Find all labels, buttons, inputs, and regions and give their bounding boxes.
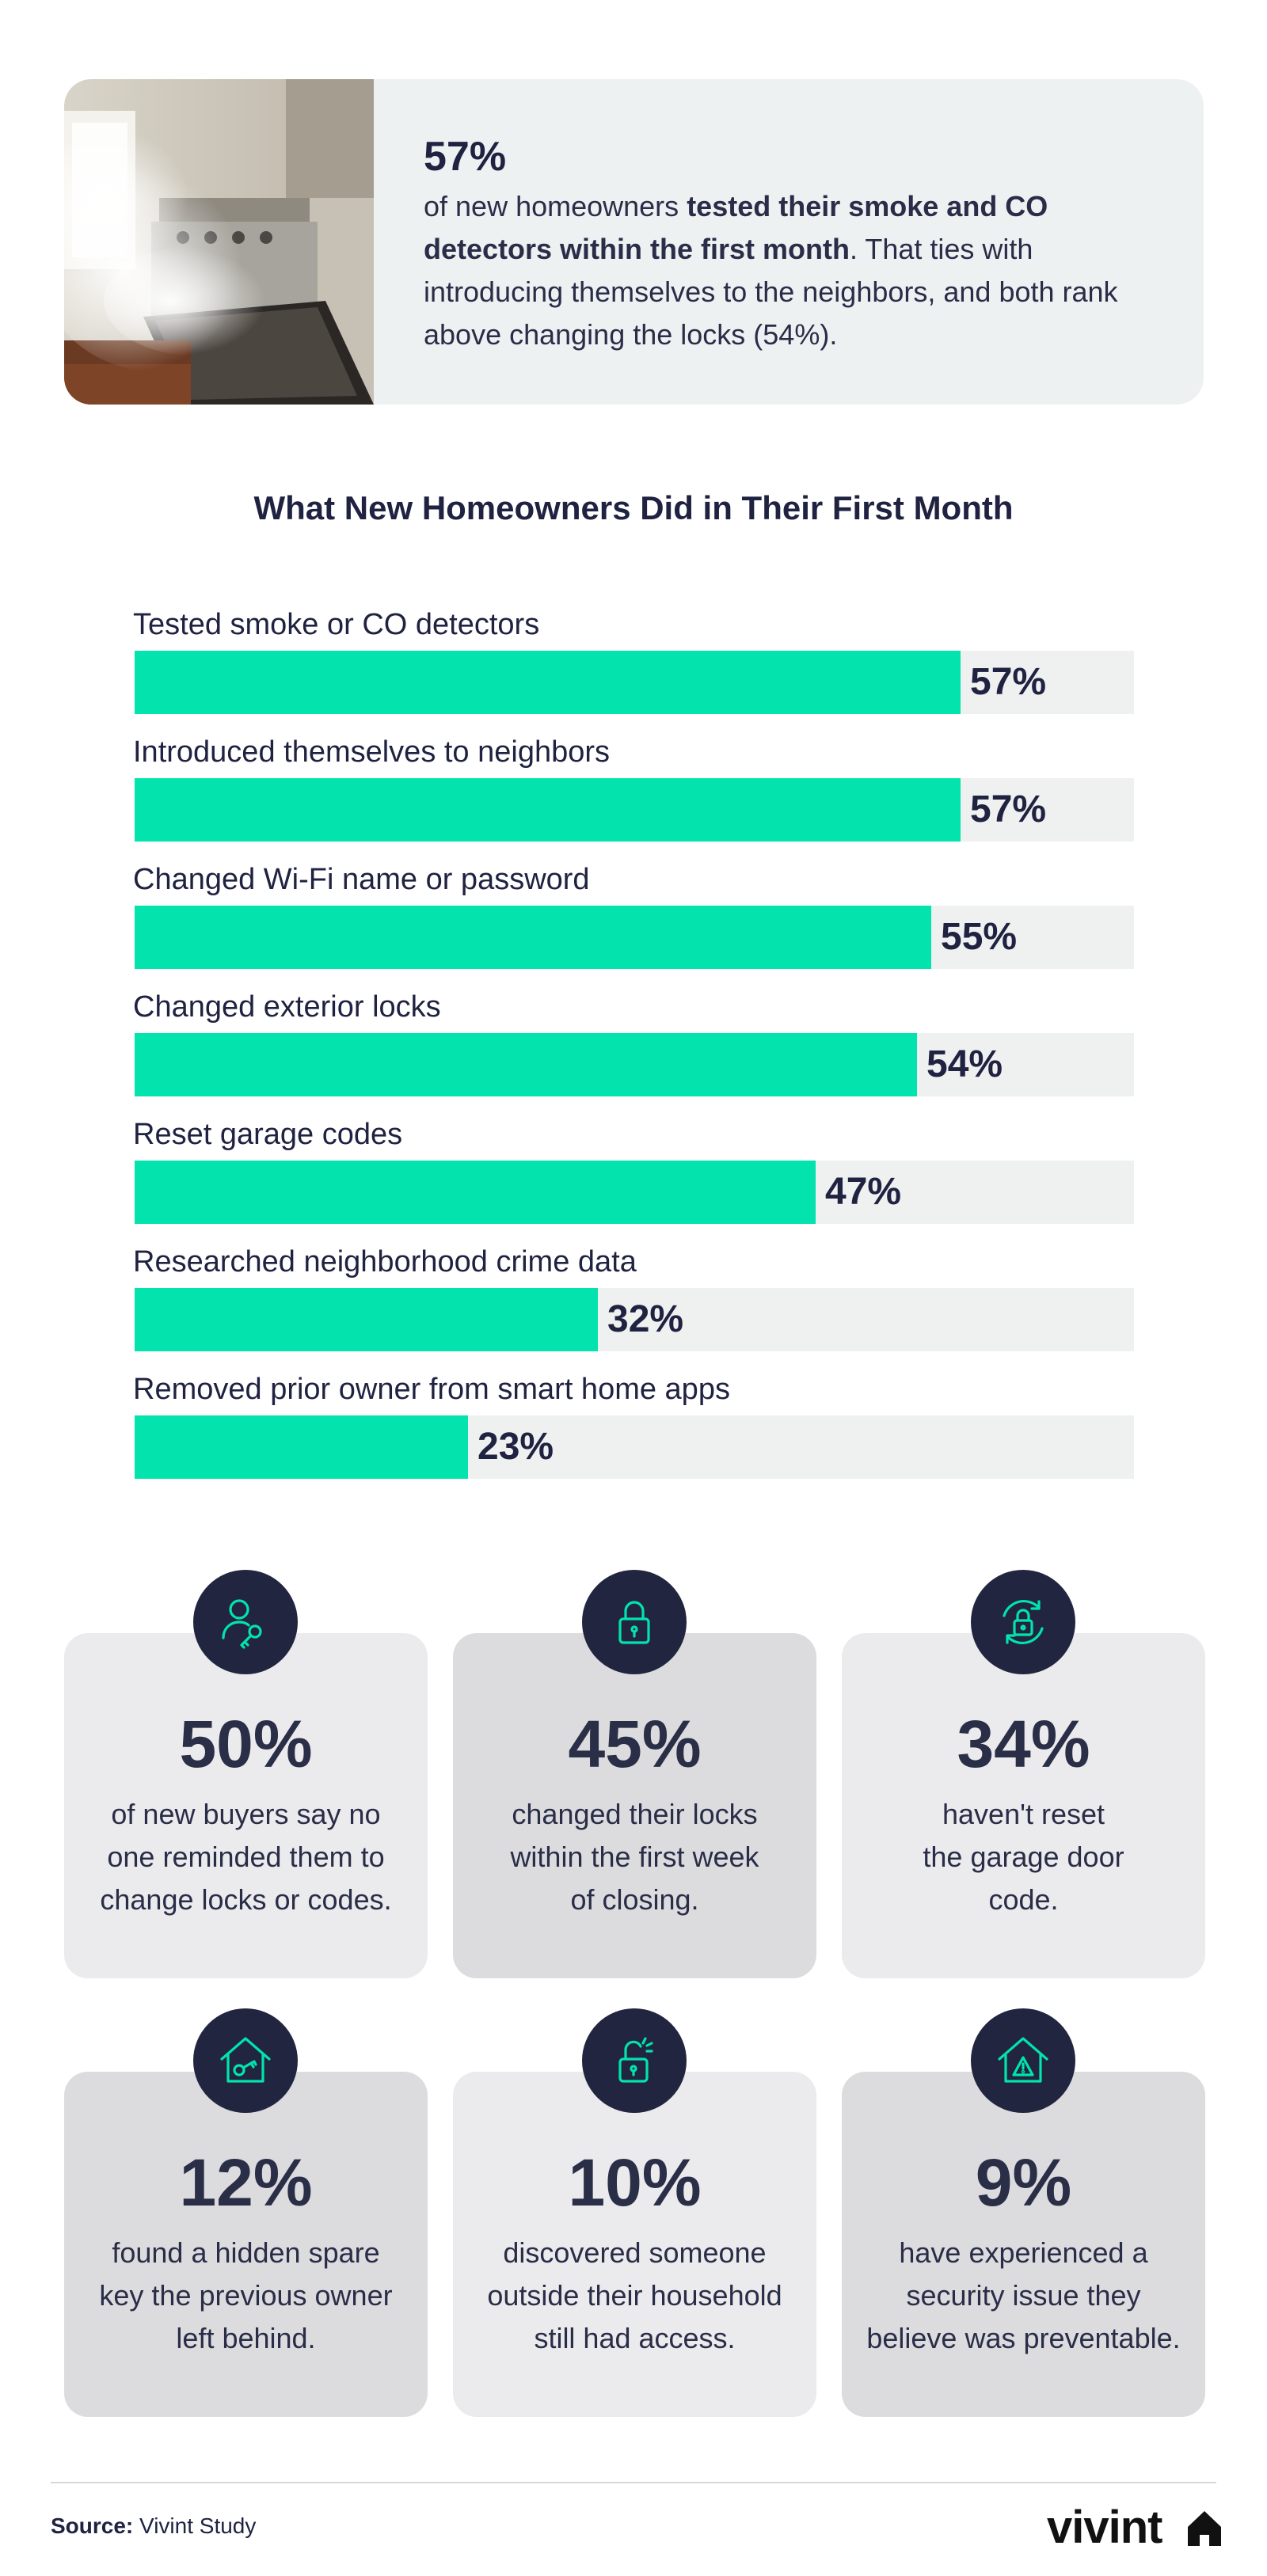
stat-description-line: haven't reset bbox=[942, 1798, 1105, 1830]
stat-description-line: left behind. bbox=[176, 2322, 316, 2354]
stat-card: 12% found a hidden spare key the previous … bbox=[64, 2072, 428, 2417]
stat-description-line: one reminded them to bbox=[107, 1841, 385, 1873]
bar bbox=[135, 651, 961, 714]
stat-description-line: code. bbox=[988, 1883, 1059, 1916]
stat-card: 50% of new buyers say no one reminded them… bbox=[64, 1633, 428, 1978]
vivint-logo: vivint bbox=[1047, 2502, 1162, 2553]
stat-description-line: believe was preventable. bbox=[866, 2322, 1181, 2354]
person-key-icon bbox=[193, 1570, 298, 1674]
stat-value: 10% bbox=[568, 2145, 702, 2220]
footer-divider bbox=[51, 2482, 1216, 2483]
bar-value-label: 47% bbox=[825, 1171, 902, 1213]
padlock-icon bbox=[582, 1570, 687, 1674]
stat-description-line: discovered someone bbox=[503, 2236, 767, 2269]
bar-label: Changed Wi-Fi name or password bbox=[133, 863, 590, 896]
bar-value-label: 54% bbox=[926, 1043, 1003, 1085]
intro-text-after: . That ties with introducing themselves … bbox=[424, 233, 1118, 351]
stat-description-line: the garage door bbox=[923, 1841, 1124, 1873]
bar-label: Introduced themselves to neighbors bbox=[133, 735, 611, 769]
stat-description-line: key the previous owner bbox=[99, 2279, 393, 2312]
house-warning-icon bbox=[971, 2008, 1075, 2113]
stat-description-line: of closing. bbox=[570, 1883, 699, 1916]
stat-description-line: found a hidden spare bbox=[112, 2236, 380, 2269]
stat-description-line: within the first week bbox=[510, 1841, 759, 1873]
stat-description-line: have experienced a bbox=[899, 2236, 1148, 2269]
stat-description: haven't reset the garage door code. bbox=[858, 1793, 1189, 1921]
bar-label: Removed prior owner from smart home apps bbox=[133, 1373, 730, 1406]
stat-value: 45% bbox=[568, 1707, 702, 1781]
stat-card: 10% discovered someone outside their house… bbox=[453, 2072, 816, 2417]
stat-description-line: changed their locks bbox=[512, 1798, 758, 1830]
intro-text-bold: tested their smoke and CO detectors with… bbox=[424, 190, 1048, 265]
bar bbox=[135, 778, 961, 842]
bar-label: Researched neighborhood crime data bbox=[133, 1245, 637, 1279]
bar-value-label: 57% bbox=[970, 788, 1047, 830]
stat-card: 34% haven't reset the garage door code. bbox=[842, 1633, 1205, 1978]
bar bbox=[135, 1415, 468, 1479]
stat-value: 9% bbox=[975, 2145, 1072, 2220]
logo-house-icon bbox=[1188, 2511, 1221, 2546]
source-text: Vivint Study bbox=[133, 2513, 257, 2538]
source-note: Source: Vivint Study bbox=[51, 2513, 256, 2539]
bar-label: Tested smoke or CO detectors bbox=[133, 608, 540, 641]
house-key-icon bbox=[193, 2008, 298, 2113]
bar-chart: Tested smoke or CO detectors 57% Introduce… bbox=[133, 608, 1134, 1479]
intro-stat: 57% bbox=[424, 134, 507, 180]
bar bbox=[135, 1161, 816, 1224]
padlock-refresh-icon bbox=[971, 1570, 1075, 1674]
stat-value: 34% bbox=[957, 1707, 1090, 1781]
unlocked-padlock-icon bbox=[582, 2008, 687, 2113]
stat-description: discovered someone outside their househol… bbox=[469, 2232, 801, 2360]
stat-card: 45% changed their locks within the first w… bbox=[453, 1633, 816, 1978]
stat-description-line: of new buyers say no bbox=[111, 1798, 381, 1830]
kitchen-smoke-illustration bbox=[64, 79, 374, 405]
chart-title: What New Homeowners Did in Their First M… bbox=[253, 489, 1014, 526]
intro-text: 57% of new homeowners tested their smoke… bbox=[424, 128, 1168, 356]
bar bbox=[135, 1288, 598, 1351]
stat-value: 50% bbox=[179, 1707, 313, 1781]
bar-label: Reset garage codes bbox=[133, 1118, 403, 1151]
source-label: Source: bbox=[51, 2513, 134, 2538]
kitchen-photo bbox=[64, 79, 374, 405]
stat-description-line: security issue they bbox=[906, 2279, 1141, 2312]
bar-value-label: 55% bbox=[941, 916, 1018, 958]
intro-card: 57% of new homeowners tested their smoke… bbox=[64, 79, 1204, 405]
bar bbox=[135, 906, 931, 969]
stat-description: of new buyers say no one reminded them to… bbox=[80, 1793, 412, 1921]
stat-description-line: outside their household bbox=[487, 2279, 782, 2312]
bar-value-label: 32% bbox=[607, 1298, 684, 1340]
bar-label: Changed exterior locks bbox=[133, 990, 441, 1024]
stat-description-line: still had access. bbox=[534, 2322, 736, 2354]
intro-text-before: of new homeowners bbox=[424, 190, 687, 222]
stat-value: 12% bbox=[179, 2145, 313, 2220]
stat-description: changed their locks within the first week… bbox=[469, 1793, 801, 1921]
stat-description: found a hidden spare key the previous own… bbox=[80, 2232, 412, 2360]
intro-body: of new homeowners tested their smoke and… bbox=[424, 185, 1168, 356]
stat-description-line: change locks or codes. bbox=[100, 1883, 392, 1916]
stat-description: have experienced a security issue they bel… bbox=[858, 2232, 1189, 2360]
bar-value-label: 23% bbox=[478, 1426, 554, 1468]
stat-card: 9% have experienced a security issue they b… bbox=[842, 2072, 1205, 2417]
bar-value-label: 57% bbox=[970, 661, 1047, 703]
bar bbox=[135, 1033, 917, 1096]
